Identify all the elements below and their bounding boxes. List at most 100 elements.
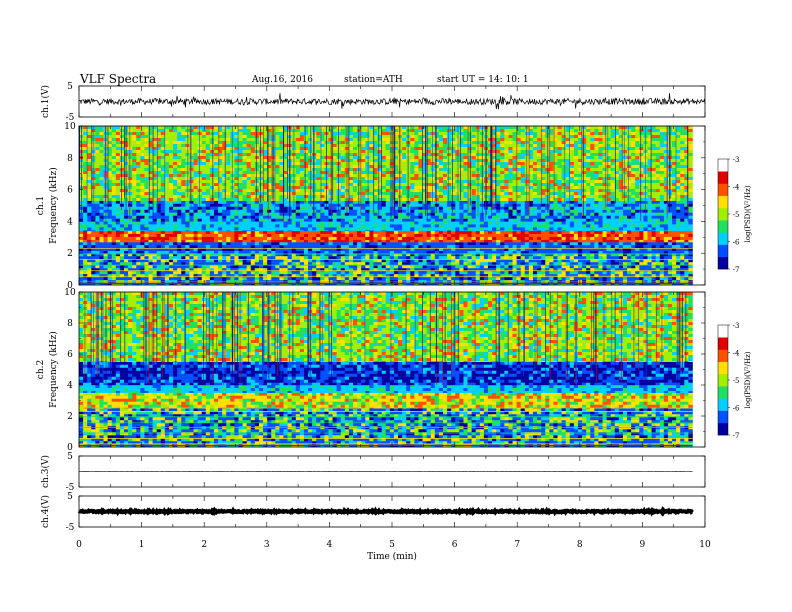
spectrogram-cell: [353, 274, 358, 278]
spectrogram-cell: [369, 262, 374, 266]
spectrogram-cell: [160, 248, 166, 252]
spectrogram-cell: [516, 251, 522, 254]
spectrogram-cell: [602, 227, 607, 231]
spectrogram-cell: [520, 221, 526, 225]
spectrogram-cell: [398, 283, 403, 286]
spectrogram-cell: [119, 227, 125, 231]
spectrogram-cell: [148, 265, 153, 269]
spectrogram-cell: [447, 245, 452, 249]
spectrogram-cell: [622, 268, 628, 272]
spectrogram-cell: [451, 248, 456, 252]
spectrogram-cell: [418, 230, 423, 235]
spectrogram-cell: [303, 242, 309, 246]
spectrogram-cell: [164, 265, 170, 269]
spectrogram-cell: [181, 245, 186, 249]
spectrogram-cell: [357, 259, 362, 263]
spectrogram-cell: [332, 262, 337, 266]
spectrogram-cell: [320, 209, 325, 213]
spectrogram-cell: [173, 268, 178, 272]
spectrogram-cell: [328, 203, 333, 207]
spectrogram-cell: [283, 206, 288, 210]
spectrogram-cell: [87, 239, 92, 243]
spectrogram-cell: [357, 215, 362, 219]
spectrogram-cell: [250, 227, 256, 231]
spectrogram-cell: [610, 268, 616, 272]
spectrogram-cell: [622, 218, 628, 222]
spectrogram-cell: [565, 227, 571, 231]
spectrogram-cell: [348, 253, 354, 257]
spectrogram-cell: [500, 126, 505, 130]
spectrogram-cell: [123, 256, 129, 260]
spectrogram-cell: [177, 209, 182, 213]
spectrogram-cell: [463, 221, 468, 225]
spectrogram-cell: [316, 218, 321, 222]
spectrogram-cell: [688, 253, 693, 257]
spectrogram-cell: [254, 206, 260, 210]
spectrogram-cell: [279, 126, 284, 130]
spectrogram-cell: [197, 251, 202, 254]
spectrogram-cell: [156, 274, 162, 278]
spectrogram-cell: [242, 277, 247, 281]
spectrogram-cell: [205, 277, 211, 281]
spectrogram-cell: [635, 230, 640, 235]
spectrogram-cell: [340, 233, 346, 238]
spectrogram-cell: [647, 221, 652, 225]
spectrogram-cell: [95, 274, 100, 278]
spectrogram-cell: [107, 256, 113, 260]
spectrogram-cell: [308, 230, 313, 232]
spectrogram-cell: [189, 215, 194, 219]
spectrogram-cell: [663, 245, 669, 249]
spectrogram-cell: [271, 206, 276, 210]
spectrogram-cell: [140, 203, 145, 207]
spectrogram-cell: [316, 239, 321, 243]
spectrogram-cell: [168, 265, 174, 269]
spectrogram-cell: [430, 209, 436, 213]
spectrogram-cell: [279, 271, 284, 275]
spectrogram-cell: [271, 242, 276, 246]
spectrogram-cell: [254, 239, 260, 243]
spectrogram-cell: [500, 200, 505, 204]
spectrogram-cell: [353, 203, 358, 207]
spectrogram-cell: [635, 248, 640, 252]
spectrogram-cell: [410, 132, 415, 136]
spectrogram-cell: [312, 218, 317, 222]
spectrogram-cell: [586, 242, 591, 246]
spectrogram-cell: [365, 245, 370, 249]
spectrogram-cell: [279, 283, 284, 286]
spectrogram-cell: [520, 248, 526, 252]
spectrogram-cell: [361, 251, 366, 254]
spectrogram-cell: [357, 239, 362, 243]
spectrogram-cell: [500, 236, 505, 241]
spectrogram-cell: [438, 209, 444, 213]
spectrogram-cell: [267, 203, 272, 207]
spectrogram-cell: [238, 233, 243, 238]
spectrogram-cell: [541, 218, 546, 222]
spectrogram-cell: [532, 256, 538, 260]
spectrogram-cell: [447, 212, 452, 216]
spectrogram-cell: [164, 283, 170, 286]
spectrogram-cell: [577, 227, 583, 231]
spectrogram-cell: [275, 126, 280, 130]
spectrogram-cell: [185, 242, 190, 246]
spectrogram-cell: [483, 218, 489, 222]
spectrogram-cell: [684, 245, 689, 249]
spectrogram-cell: [577, 265, 583, 269]
spectrogram-cell: [618, 203, 624, 207]
spectrogram-cell: [598, 230, 603, 232]
spectrogram-cell: [492, 239, 497, 243]
spectrogram-cell: [234, 230, 239, 232]
spectrogram-cell: [136, 230, 141, 235]
spectrogram-cell: [618, 253, 624, 257]
spectrogram-cell: [238, 215, 243, 219]
spectrogram-cell: [201, 132, 207, 136]
spectrogram-cell: [557, 259, 562, 263]
spectrogram-cell: [168, 209, 174, 213]
spectrogram-cell: [680, 277, 685, 281]
spectrogram-cell: [659, 221, 665, 225]
spectrogram-cell: [242, 245, 247, 249]
spectrogram-cell: [156, 248, 162, 252]
spectrogram-cell: [573, 203, 579, 207]
spectrogram-cell: [684, 129, 689, 133]
spectrogram-cell: [459, 132, 464, 136]
spectrogram-cell: [279, 245, 284, 249]
